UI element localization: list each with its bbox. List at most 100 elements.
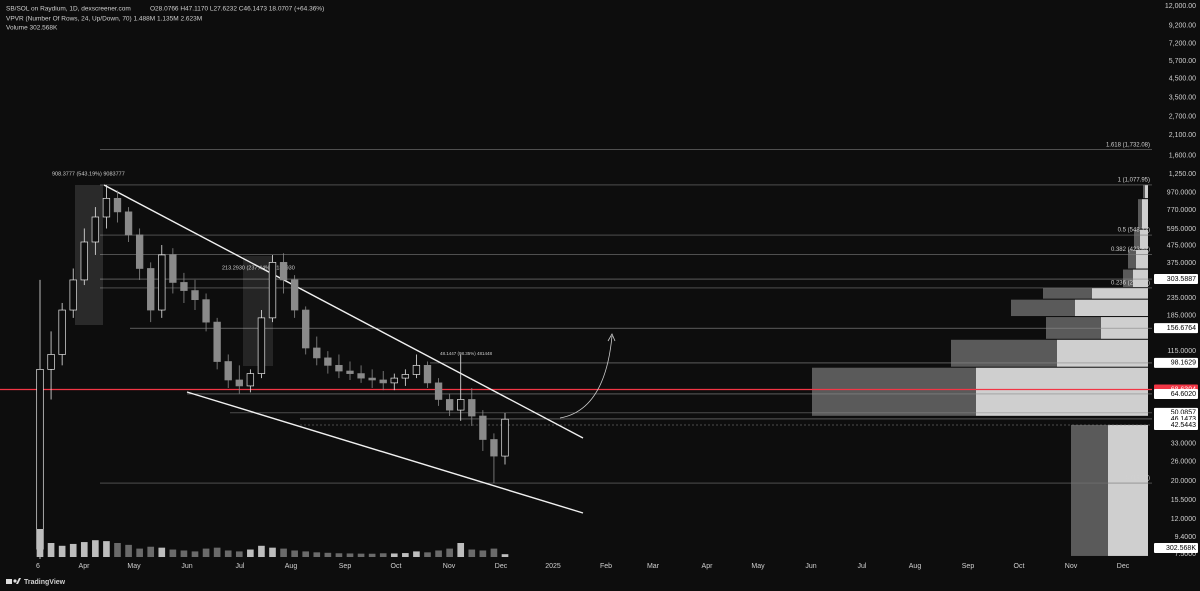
svg-text:TradingView: TradingView bbox=[24, 579, 66, 586]
x-tick-label: Sep bbox=[962, 563, 975, 570]
volume-bar bbox=[58, 545, 66, 557]
candle-body bbox=[434, 382, 443, 400]
ohlc: O28.0766 H47.1170 L27.6232 C46.1473 18.0… bbox=[150, 6, 324, 13]
y-tick-label: 185.0000 bbox=[1167, 313, 1196, 320]
y-tick-label: 770.0000 bbox=[1167, 207, 1196, 214]
volume-bar bbox=[357, 553, 365, 557]
y-tick-label: 9,200.00 bbox=[1169, 23, 1196, 30]
candle-body bbox=[224, 361, 232, 381]
trend-line bbox=[103, 184, 584, 439]
y-tick-label: 2,100.00 bbox=[1169, 132, 1196, 139]
x-tick-label: Apr bbox=[79, 563, 91, 570]
profile-down bbox=[1043, 288, 1092, 299]
candle-body bbox=[268, 262, 277, 319]
y-tick-label: 595.0000 bbox=[1167, 226, 1196, 233]
volume-bar bbox=[92, 540, 99, 557]
level-label: 98.1629 bbox=[1171, 360, 1196, 367]
volume-bar bbox=[291, 550, 298, 557]
y-tick-label: 3,500.00 bbox=[1169, 94, 1196, 101]
volume-bar bbox=[302, 551, 310, 557]
x-tick-label: Dec bbox=[1117, 563, 1130, 570]
y-tick-label: 235.0000 bbox=[1167, 295, 1196, 302]
profile-down bbox=[1138, 199, 1142, 229]
x-tick-label: Aug bbox=[285, 563, 298, 570]
volume-bar bbox=[147, 546, 155, 557]
y-tick-label: 970.0000 bbox=[1167, 190, 1196, 197]
volume-bar bbox=[158, 547, 166, 557]
volume-label: 302.568K bbox=[1166, 545, 1196, 552]
tv-logo: TradingView bbox=[6, 578, 66, 586]
volume-bar bbox=[247, 549, 254, 557]
volume-bar bbox=[457, 543, 465, 557]
y-tick-label: 4,500.00 bbox=[1169, 76, 1196, 83]
candle-body bbox=[313, 347, 321, 359]
volume-bar bbox=[69, 543, 77, 557]
x-tick-label: Dec bbox=[495, 563, 508, 570]
profile-down bbox=[1123, 269, 1133, 288]
y-tick-label: 1,250.00 bbox=[1169, 171, 1196, 178]
fib-label: 0.5 (548.72) bbox=[1118, 228, 1150, 234]
candle-body bbox=[490, 439, 498, 457]
profile-down bbox=[1143, 184, 1145, 199]
candle-body bbox=[324, 357, 332, 366]
profile-up bbox=[1075, 299, 1148, 317]
candle-body bbox=[191, 290, 199, 301]
candle-body bbox=[257, 317, 266, 374]
candle-body bbox=[246, 373, 255, 387]
level-label: 50.0857 bbox=[1171, 410, 1196, 417]
y-tick-label: 20.0000 bbox=[1171, 478, 1196, 485]
y-tick-label: 5,700.00 bbox=[1169, 58, 1196, 65]
y-tick-label: 15.5000 bbox=[1171, 497, 1196, 504]
volume-bar bbox=[202, 548, 210, 557]
profile-down bbox=[1011, 299, 1075, 317]
candle-body bbox=[290, 279, 299, 311]
y-tick-label: 7,200.00 bbox=[1169, 41, 1196, 48]
level-label: 64.6020 bbox=[1171, 391, 1196, 398]
volume-bar bbox=[402, 553, 409, 557]
measure-box bbox=[75, 185, 103, 325]
x-tick-label: Nov bbox=[443, 563, 456, 570]
x-tick-label: May bbox=[127, 563, 141, 570]
volume-bar bbox=[501, 554, 509, 557]
volume-bar bbox=[346, 553, 354, 557]
x-tick-label: Mar bbox=[647, 563, 660, 570]
volume-bar bbox=[280, 548, 287, 557]
candle-body bbox=[368, 377, 376, 381]
x-tick-label: 2025 bbox=[545, 563, 561, 570]
profile-up bbox=[976, 367, 1148, 416]
level-box bbox=[1154, 420, 1198, 431]
candle-body bbox=[102, 197, 111, 218]
level-box bbox=[1154, 323, 1198, 334]
candle-body bbox=[124, 211, 133, 236]
candle-body bbox=[390, 377, 398, 384]
indicator: VPVR (Number Of Rows, 24, Up/Down, 70) 1… bbox=[6, 16, 202, 23]
candle-body bbox=[147, 268, 155, 311]
trend-line bbox=[186, 391, 584, 514]
y-tick-label: 9.4000 bbox=[1175, 534, 1197, 541]
volume-bar bbox=[125, 544, 132, 557]
candle-body bbox=[346, 370, 354, 374]
candle-body bbox=[501, 418, 509, 457]
volume-bar bbox=[224, 550, 232, 557]
x-tick-label: Oct bbox=[391, 563, 402, 570]
volume-bar bbox=[180, 550, 188, 557]
level-label: 46.1473 bbox=[1171, 416, 1196, 423]
volume-bar bbox=[136, 548, 143, 557]
level-label: 156.6764 bbox=[1167, 325, 1196, 332]
candle-body bbox=[357, 373, 365, 379]
x-tick-label: Jun bbox=[805, 563, 816, 570]
profile-down bbox=[1071, 424, 1108, 556]
y-tick-label: 115.0000 bbox=[1167, 348, 1196, 355]
volume-bar bbox=[191, 551, 199, 557]
y-tick-label: 33.0000 bbox=[1171, 441, 1196, 448]
candle-body bbox=[468, 399, 476, 417]
y-tick-label: 26.0000 bbox=[1171, 458, 1196, 465]
profile-down bbox=[812, 367, 976, 416]
profile-up bbox=[1092, 288, 1148, 299]
volume-bar bbox=[379, 553, 387, 557]
x-tick-label: 6 bbox=[36, 563, 40, 570]
volume-bar bbox=[80, 542, 88, 557]
x-tick-label: Oct bbox=[1014, 563, 1025, 570]
candle-body bbox=[36, 369, 44, 550]
